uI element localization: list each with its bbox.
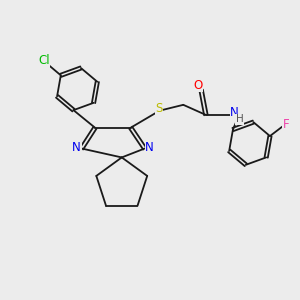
Text: S: S xyxy=(155,102,163,115)
Text: O: O xyxy=(194,79,203,92)
Text: N: N xyxy=(230,106,239,119)
Text: H: H xyxy=(236,114,244,124)
Text: Cl: Cl xyxy=(38,54,50,67)
Text: N: N xyxy=(72,141,81,154)
Text: N: N xyxy=(145,141,154,154)
Text: F: F xyxy=(283,118,290,131)
